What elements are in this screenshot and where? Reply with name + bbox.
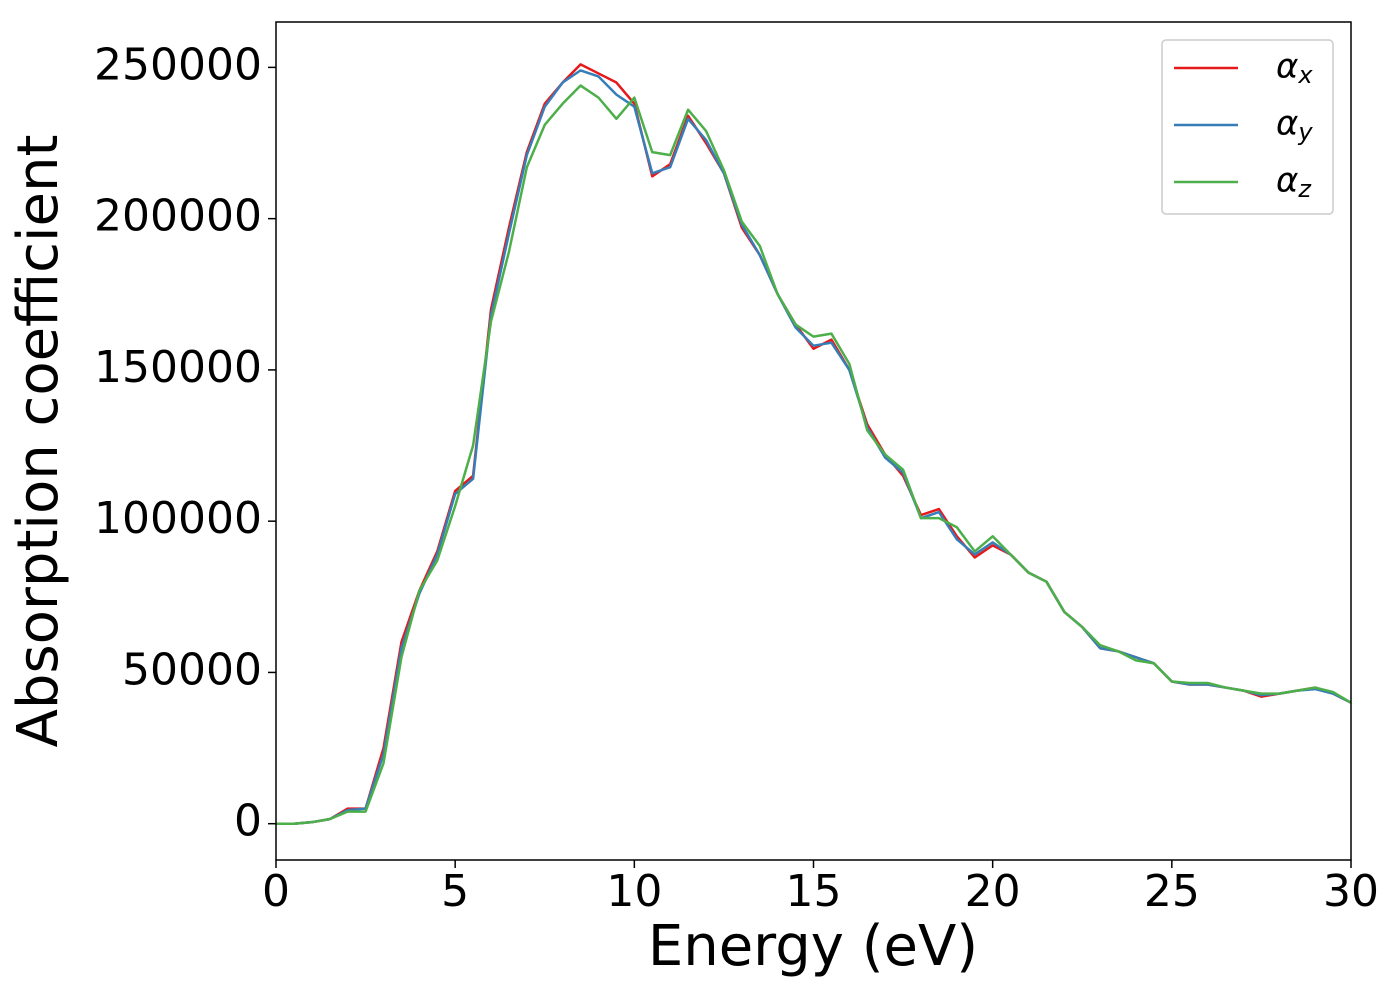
x-tick-label: 10 — [606, 866, 662, 917]
y-tick-label: 100000 — [94, 493, 262, 544]
plot-frame — [275, 21, 1352, 861]
y-tick-label: 200000 — [94, 191, 262, 242]
y-tick-label: 250000 — [94, 39, 262, 90]
series-line — [276, 84, 1352, 825]
x-tick-label: 30 — [1323, 866, 1379, 917]
x-axis-label: Energy (eV) — [648, 914, 978, 979]
x-tick-label: 20 — [965, 866, 1021, 917]
x-tick-label: 25 — [1144, 866, 1200, 917]
x-tick-label: 0 — [262, 866, 290, 917]
x-tick-label: 5 — [441, 866, 469, 917]
y-axis-label: Absorption coefficient — [6, 135, 71, 748]
y-tick-label: 150000 — [94, 342, 262, 393]
y-tick-label: 0 — [234, 796, 262, 847]
y-tick-label: 50000 — [122, 644, 262, 695]
x-tick-label: 15 — [786, 866, 842, 917]
legend-box — [1161, 39, 1334, 215]
